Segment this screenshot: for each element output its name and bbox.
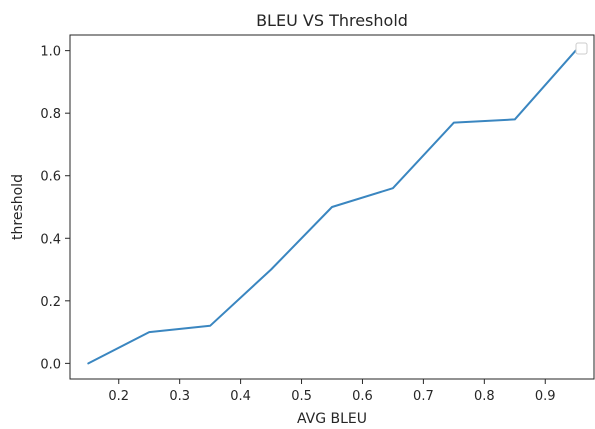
x-axis-title: AVG BLEU bbox=[297, 411, 367, 427]
x-tick-label: 0.8 bbox=[474, 389, 495, 404]
y-tick-label: 0.4 bbox=[40, 232, 61, 247]
legend-box bbox=[575, 42, 588, 55]
x-tick-label: 0.6 bbox=[352, 389, 373, 404]
y-tick-label: 0.0 bbox=[40, 357, 61, 372]
x-tick-label: 0.9 bbox=[535, 389, 556, 404]
ticks-layer: 0.2 0.3 0.4 0.5 0.6 0.7 0.8 0.9 0.0 0.2 0.4 0.6 0.8 1… bbox=[40, 45, 555, 404]
x-tick-label: 0.3 bbox=[169, 389, 190, 404]
y-tick-label: 0.6 bbox=[40, 170, 61, 185]
y-tick-label: 1.0 bbox=[40, 45, 61, 60]
chart-title: BLEU VS Threshold bbox=[256, 11, 408, 30]
x-tick-label: 0.5 bbox=[291, 389, 312, 404]
y-axis-title: threshold bbox=[10, 174, 26, 240]
y-tick-label: 0.2 bbox=[40, 295, 61, 310]
x-tick-label: 0.4 bbox=[230, 389, 251, 404]
plot-frame bbox=[69, 34, 595, 380]
series-layer bbox=[87, 49, 577, 365]
series-line bbox=[87, 49, 577, 365]
x-tick-label: 0.2 bbox=[108, 389, 129, 404]
y-tick-label: 0.8 bbox=[40, 107, 61, 122]
x-tick-label: 0.7 bbox=[413, 389, 434, 404]
